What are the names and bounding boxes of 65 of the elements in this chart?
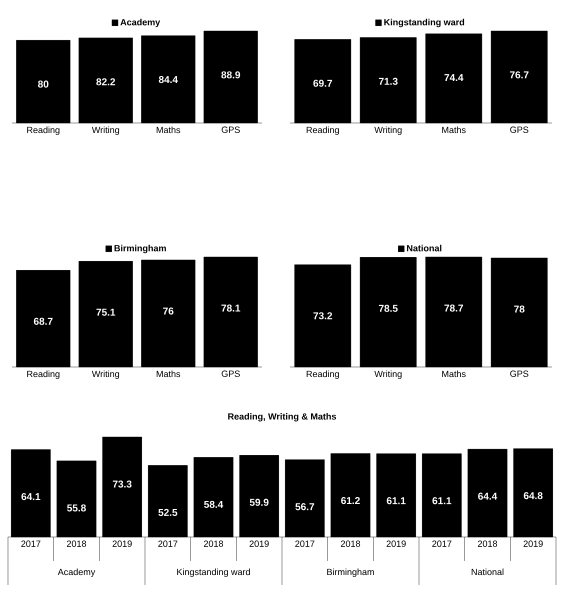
- data-label: 56.7: [295, 503, 314, 510]
- x-tick-label: Writing: [374, 370, 402, 379]
- text: Kingstanding ward: [177, 568, 250, 577]
- data-label: 64.8: [524, 492, 543, 500]
- data-label: 76.7: [510, 71, 529, 78]
- text: Birmingham: [327, 568, 374, 577]
- legend-label: Kingstanding ward: [384, 18, 464, 28]
- x-tick-label: GPS: [222, 370, 240, 377]
- x-tick-label: 2019: [250, 540, 269, 547]
- data-label: 78: [514, 306, 524, 313]
- x-tick-label: 2017: [158, 540, 178, 547]
- x-tick-label: 2017: [295, 540, 314, 547]
- data-label: 73.2: [313, 312, 332, 320]
- chart-title: Reading, Writing & Maths: [228, 413, 336, 422]
- x-tick-label: Writing: [92, 126, 120, 135]
- data-label: 78.5: [378, 304, 398, 312]
- data-label: 82.2: [96, 78, 116, 86]
- data-label: 75.1: [96, 308, 116, 316]
- data-label: 52.5: [158, 508, 178, 516]
- x-tick-label: Maths: [156, 370, 180, 378]
- x-tick-label: 2017: [21, 540, 40, 547]
- x-tick-label: GPS: [510, 126, 528, 133]
- x-tick-label: Reading: [306, 126, 339, 135]
- data-label: 61.2: [341, 497, 360, 504]
- data-label: 74.4: [444, 74, 464, 81]
- data-label: 59.9: [250, 498, 269, 506]
- x-tick-label: Reading: [306, 370, 339, 379]
- data-label: 73.3: [112, 480, 132, 488]
- data-label: 58.4: [204, 500, 224, 508]
- x-tick-label: 2018: [478, 540, 498, 547]
- x-tick-label: 2019: [386, 540, 406, 547]
- text: Academy: [58, 568, 96, 577]
- x-tick-label: Writing: [374, 126, 402, 135]
- x-tick-label: 2018: [204, 540, 224, 547]
- x-tick-label: Reading: [27, 126, 60, 135]
- data-label: 80: [38, 80, 48, 88]
- x-tick-label: 2019: [112, 540, 132, 547]
- legend-label: Academy: [120, 18, 160, 28]
- data-label: 71.3: [378, 78, 398, 85]
- x-tick-label: Writing: [92, 370, 120, 379]
- data-label: 84.4: [158, 76, 178, 84]
- legend-label: Birmingham: [114, 244, 166, 254]
- x-tick-label: 2018: [66, 540, 86, 547]
- data-label: 68.7: [34, 318, 53, 325]
- legend-label: National: [407, 244, 442, 252]
- data-label: 78.1: [221, 304, 240, 312]
- text: National: [472, 568, 504, 576]
- data-label: 64.4: [478, 492, 498, 500]
- data-label: 55.8: [67, 504, 86, 512]
- data-label: 64.1: [21, 493, 40, 500]
- x-tick-label: Maths: [442, 126, 466, 134]
- data-label: 61.1: [432, 497, 452, 504]
- x-tick-label: Reading: [27, 370, 60, 379]
- data-label: 69.7: [313, 80, 332, 87]
- data-label: 61.1: [386, 497, 406, 504]
- x-tick-label: GPS: [510, 370, 528, 377]
- data-label: 78.7: [444, 304, 464, 312]
- x-tick-label: Maths: [442, 370, 466, 378]
- data-label: 88.9: [221, 71, 240, 78]
- x-tick-label: 2018: [340, 540, 360, 547]
- x-tick-label: 2019: [524, 540, 543, 547]
- x-tick-label: 2017: [432, 540, 452, 547]
- x-tick-label: Maths: [156, 126, 180, 134]
- x-tick-label: GPS: [222, 126, 240, 133]
- data-label: 76: [163, 307, 174, 315]
